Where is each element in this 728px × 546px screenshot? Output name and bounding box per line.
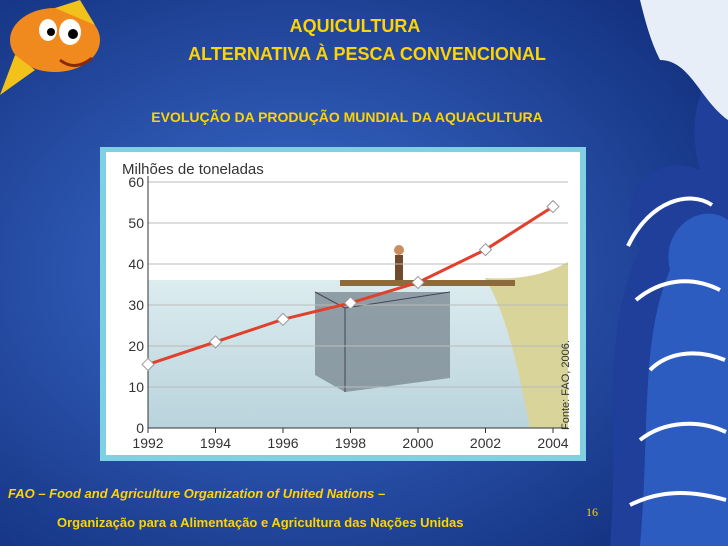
page-number: 16 — [586, 505, 598, 519]
title: ALTERNATIVA À PESCA CONVENCIONAL — [188, 43, 546, 64]
x-tick-label: 1994 — [200, 435, 231, 451]
data-point — [276, 312, 290, 327]
plot: 0 10 20 30 40 50 60 1992 1994 1996 1998 2000 2002 200… — [128, 174, 568, 451]
x-tick-label: 2000 — [402, 435, 433, 451]
x-tick-label: 2004 — [537, 435, 568, 451]
y-tick-label: 30 — [128, 297, 144, 313]
title: AQUICULTURA — [290, 16, 421, 36]
data-point — [478, 242, 493, 257]
y-tick-label: 20 — [128, 338, 144, 354]
subtitle: EVOLUÇÃO DA PRODUÇÃO MUNDIAL DA AQUACULT… — [151, 108, 542, 125]
data-point — [343, 296, 358, 310]
footnote: FAO – Food and Agriculture Organization … — [8, 486, 385, 501]
source-note: Fonte: FAO, 2006. — [560, 340, 572, 430]
y-tick-label: 10 — [128, 379, 144, 395]
fish-decoration — [0, 0, 100, 95]
y-tick-label: 40 — [128, 256, 144, 272]
data-point — [208, 335, 223, 349]
data-point — [141, 357, 155, 372]
wave-decoration — [610, 0, 728, 546]
x-tick-label: 1998 — [335, 435, 366, 451]
x-tick-label: 2002 — [470, 435, 501, 451]
data-point — [411, 275, 425, 290]
data-point — [546, 199, 560, 214]
y-axis-label: Milhões de toneladas — [122, 161, 264, 178]
footnote: Organização para a Alimentação e Agricul… — [57, 515, 464, 530]
y-tick-label: 0 — [136, 420, 144, 436]
x-tick-label: 1996 — [267, 435, 298, 451]
y-tick-label: 60 — [128, 174, 144, 190]
x-tick-label: 1992 — [132, 435, 163, 451]
y-tick-label: 50 — [128, 215, 144, 231]
